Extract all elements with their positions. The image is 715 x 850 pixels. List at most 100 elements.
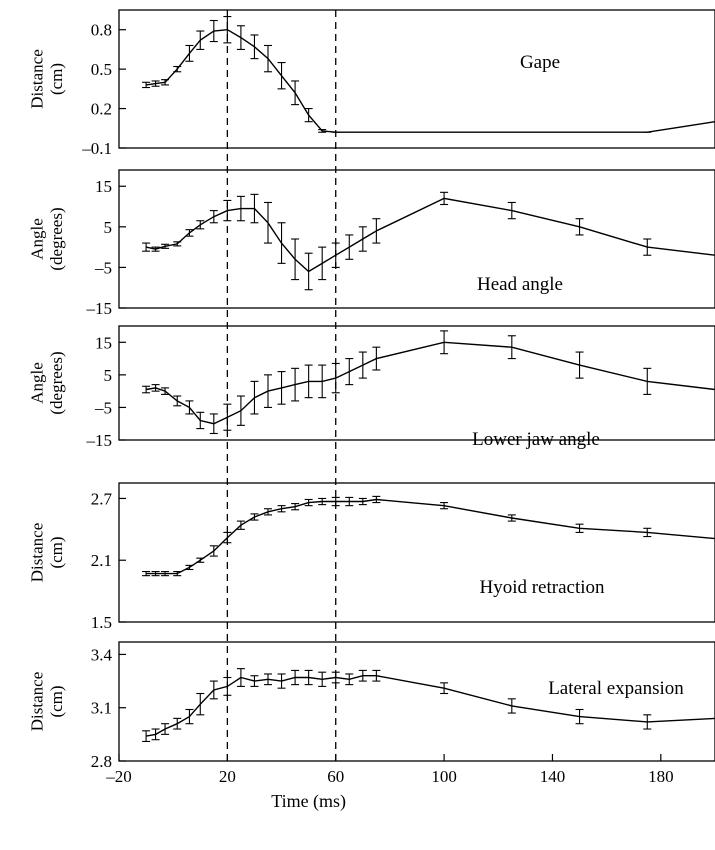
error-bar bbox=[291, 669, 300, 686]
error-bar bbox=[440, 682, 449, 695]
x-tick-label: 60 bbox=[327, 767, 344, 786]
y-axis-label-line2: (degrees) bbox=[47, 351, 66, 414]
error-bar bbox=[142, 385, 151, 394]
reference-lines bbox=[226, 10, 337, 761]
y-axis-label-line1: Distance bbox=[27, 523, 46, 582]
error-bar bbox=[304, 364, 313, 399]
panel-annotation: Head angle bbox=[477, 274, 563, 295]
error-bar bbox=[643, 238, 652, 256]
error-bar bbox=[250, 675, 259, 687]
panel-frame bbox=[118, 641, 715, 762]
error-bar bbox=[304, 669, 313, 686]
error-bar bbox=[250, 380, 259, 415]
y-tick-label: 3.4 bbox=[91, 645, 113, 664]
y-tick-label: 15 bbox=[95, 177, 112, 196]
y-tick-label: –15 bbox=[86, 299, 113, 318]
series-line bbox=[145, 675, 715, 737]
series-line bbox=[146, 498, 715, 575]
y-axis-label-line2: (cm) bbox=[47, 63, 66, 95]
error-bar bbox=[358, 351, 367, 379]
error-bar bbox=[358, 669, 367, 682]
y-axis-label-line2: (cm) bbox=[47, 536, 66, 568]
error-bar bbox=[372, 346, 381, 371]
error-bar bbox=[161, 723, 170, 735]
y-axis-label: Angle(degrees) bbox=[27, 207, 66, 270]
error-bar bbox=[264, 673, 272, 686]
error-bar bbox=[264, 201, 272, 244]
error-bar bbox=[358, 226, 367, 252]
y-tick-label: 5 bbox=[104, 218, 113, 237]
error-bar bbox=[151, 384, 160, 392]
error-bar bbox=[277, 673, 286, 689]
error-bar bbox=[507, 698, 516, 714]
error-bar bbox=[318, 497, 327, 506]
error-bar bbox=[291, 238, 300, 281]
y-tick-label: –15 bbox=[86, 431, 113, 450]
error-bar bbox=[345, 496, 354, 507]
error-bar bbox=[173, 570, 182, 577]
panel-annotation: Lateral expansion bbox=[548, 678, 684, 699]
y-axis-label: Distance(cm) bbox=[27, 672, 66, 731]
x-tick-label: 100 bbox=[431, 767, 457, 786]
error-bar bbox=[142, 730, 151, 743]
error-bar bbox=[151, 80, 160, 87]
error-bar bbox=[575, 351, 584, 379]
error-bar bbox=[142, 570, 151, 577]
error-bar bbox=[345, 673, 354, 686]
error-bar bbox=[277, 222, 286, 264]
error-bar bbox=[507, 335, 516, 360]
error-bar bbox=[440, 330, 449, 355]
series-line bbox=[145, 197, 715, 273]
error-bar bbox=[575, 708, 584, 725]
panel-1: –0.1 0.2 0.5 0.8 Distance(cm) Gape bbox=[27, 9, 715, 158]
y-axis-label-line1: Distance bbox=[27, 49, 46, 108]
error-bar bbox=[643, 527, 652, 538]
error-bar bbox=[264, 44, 272, 73]
y-tick-label: 2.1 bbox=[91, 551, 112, 570]
error-bar bbox=[318, 671, 327, 687]
error-bar bbox=[185, 400, 194, 415]
error-bar bbox=[236, 395, 245, 426]
y-axis-label: Distance(cm) bbox=[27, 523, 66, 582]
error-bar bbox=[264, 374, 272, 408]
x-axis: –20 20 60 100 140 180 Time (ms) bbox=[105, 754, 674, 812]
error-bar bbox=[250, 513, 259, 521]
error-bar bbox=[291, 80, 300, 106]
error-bar bbox=[161, 570, 170, 577]
error-bar bbox=[358, 497, 367, 506]
error-bar bbox=[304, 252, 313, 291]
series-line bbox=[146, 28, 715, 133]
error-bar bbox=[151, 246, 160, 252]
error-bar bbox=[575, 218, 584, 236]
panel-frame bbox=[118, 482, 715, 623]
x-tick-label: 140 bbox=[540, 767, 566, 786]
panel-frame bbox=[118, 169, 715, 309]
error-bar bbox=[236, 195, 245, 222]
x-tick-label: 20 bbox=[219, 767, 236, 786]
y-axis-label: Angle(degrees) bbox=[27, 351, 66, 414]
error-bar bbox=[161, 79, 170, 86]
error-bar bbox=[277, 505, 286, 513]
error-bar bbox=[196, 411, 205, 430]
error-bar bbox=[291, 503, 300, 511]
x-axis-label: Time (ms) bbox=[271, 791, 346, 812]
panel-frame bbox=[118, 325, 715, 441]
y-tick-label: 2.8 bbox=[91, 752, 112, 771]
y-tick-label: 2.7 bbox=[91, 489, 113, 508]
error-bar bbox=[196, 220, 205, 230]
y-tick-label: 0.8 bbox=[91, 21, 112, 40]
error-bar bbox=[318, 364, 327, 399]
y-tick-label: 1.5 bbox=[91, 613, 112, 632]
error-bar bbox=[291, 367, 300, 402]
y-tick-label: 15 bbox=[95, 333, 112, 352]
error-bar bbox=[185, 229, 194, 237]
error-bar bbox=[345, 234, 354, 260]
y-tick-label: 0.5 bbox=[91, 60, 112, 79]
y-axis-label-line1: Angle bbox=[27, 218, 46, 260]
error-bar bbox=[507, 514, 516, 522]
panel-annotation: Hyoid retraction bbox=[479, 577, 605, 598]
error-bar bbox=[209, 413, 218, 435]
error-bar bbox=[209, 680, 218, 700]
error-bar bbox=[185, 708, 194, 725]
error-bar bbox=[173, 717, 182, 730]
